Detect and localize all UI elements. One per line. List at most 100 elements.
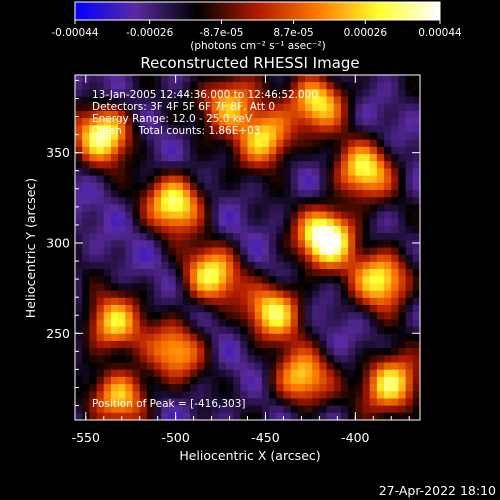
heatmap-cell: [355, 240, 364, 249]
heatmap-cell: [89, 154, 98, 162]
heatmap-cell: [276, 89, 285, 98]
heatmap-cell: [89, 175, 98, 184]
heatmap-cell: [398, 139, 407, 148]
heatmap-cell: [391, 261, 400, 270]
heatmap-cell: [355, 103, 364, 112]
heatmap-cell: [384, 161, 392, 170]
heatmap-cell: [139, 82, 148, 90]
heatmap-cell: [240, 398, 249, 407]
heatmap-cell: [369, 276, 378, 285]
heatmap-cell: [283, 89, 292, 98]
heatmap-cell: [233, 412, 241, 420]
heatmap-cell: [82, 348, 90, 356]
heatmap-cell: [168, 118, 177, 126]
heatmap-cell: [190, 197, 198, 205]
heatmap-cell: [261, 233, 270, 241]
heatmap-cell: [391, 75, 400, 83]
heatmap-cell: [154, 82, 162, 90]
heatmap-cell: [269, 333, 277, 342]
heatmap-cell: [247, 283, 256, 292]
heatmap-cell: [82, 96, 90, 105]
heatmap-cell: [204, 369, 213, 378]
heatmap-cell: [132, 348, 141, 356]
heatmap-cell: [369, 175, 378, 184]
heatmap-cell: [110, 218, 119, 227]
heatmap-cell: [290, 89, 299, 98]
heatmap-cell: [305, 384, 313, 392]
heatmap-cell: [355, 376, 364, 385]
heatmap-cell: [254, 211, 263, 220]
heatmap-cell: [376, 405, 385, 414]
heatmap-cell: [204, 348, 213, 356]
heatmap-cell: [240, 161, 249, 170]
heatmap-cell: [103, 269, 112, 277]
heatmap-cell: [218, 132, 227, 141]
heatmap-cell: [391, 369, 400, 378]
heatmap-cell: [204, 211, 213, 220]
heatmap-cell: [312, 290, 320, 299]
heatmap-cell: [319, 261, 328, 270]
heatmap-cell: [154, 362, 162, 371]
heatmap-cell: [290, 218, 299, 227]
heatmap-cell: [233, 218, 241, 227]
heatmap-cell: [168, 247, 177, 256]
heatmap-cell: [391, 305, 400, 313]
heatmap-cell: [125, 89, 134, 98]
heatmap-cell: [412, 168, 420, 177]
heatmap-cell: [297, 340, 306, 349]
heatmap-cell: [82, 384, 90, 392]
heatmap-cell: [96, 233, 105, 241]
heatmap-cell: [175, 146, 184, 155]
heatmap-cell: [204, 305, 213, 313]
heatmap-cell: [154, 283, 162, 292]
heatmap-cell: [319, 326, 328, 335]
heatmap-cell: [161, 211, 170, 220]
heatmap-cell: [146, 376, 155, 385]
heatmap-cell: [376, 283, 385, 292]
heatmap-cell: [326, 89, 335, 98]
heatmap-cell: [290, 333, 299, 342]
heatmap-cell: [211, 269, 220, 277]
heatmap-cell: [384, 168, 392, 177]
heatmap-cell: [340, 218, 349, 227]
heatmap-cell: [362, 412, 371, 420]
heatmap-cell: [139, 89, 148, 98]
heatmap-cell: [190, 154, 198, 162]
heatmap-cell: [132, 405, 141, 414]
heatmap-cell: [405, 75, 414, 83]
heatmap-cell: [218, 110, 227, 119]
heatmap-cell: [89, 391, 98, 400]
heatmap-cell: [211, 110, 220, 119]
heatmap-cell: [369, 211, 378, 220]
heatmap-cell: [326, 305, 335, 313]
heatmap-cell: [276, 261, 285, 270]
heatmap-cell: [312, 269, 320, 277]
heatmap-cell: [211, 391, 220, 400]
heatmap-cell: [247, 247, 256, 256]
heatmap-cell: [89, 319, 98, 328]
heatmap-cell: [384, 225, 392, 234]
heatmap-cell: [125, 297, 134, 306]
heatmap-cell: [290, 326, 299, 335]
heatmap-cell: [269, 161, 277, 170]
heatmap-cell: [305, 190, 313, 198]
heatmap-cell: [305, 240, 313, 249]
heatmap-cell: [269, 355, 277, 364]
heatmap-cell: [297, 154, 306, 162]
heatmap-cell: [161, 132, 170, 141]
heatmap-cell: [276, 161, 285, 170]
heatmap-cell: [276, 211, 285, 220]
heatmap-cell: [398, 218, 407, 227]
heatmap-cell: [139, 405, 148, 414]
heatmap-cell: [139, 225, 148, 234]
heatmap-cell: [269, 412, 277, 420]
heatmap-cell: [110, 139, 119, 148]
heatmap-cell: [305, 247, 313, 256]
heatmap-cell: [132, 161, 141, 170]
heatmap-cell: [175, 247, 184, 256]
heatmap-cell: [218, 312, 227, 320]
heatmap-cell: [125, 154, 134, 162]
heatmap-cell: [391, 312, 400, 320]
heatmap-cell: [283, 355, 292, 364]
heatmap-cell: [305, 161, 313, 170]
